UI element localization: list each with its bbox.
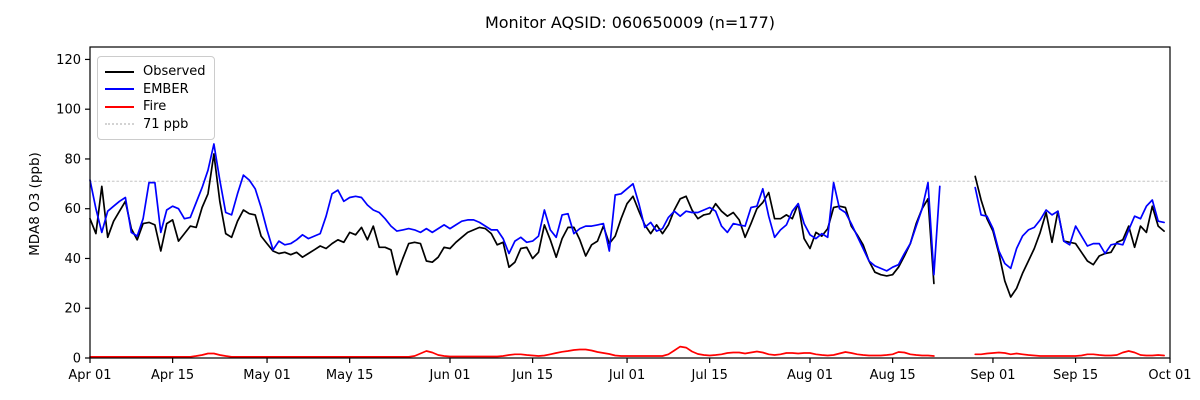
y-tick-label: 0 (73, 352, 81, 367)
legend-line-icon (105, 70, 134, 73)
legend-item-fire: Fire (105, 98, 206, 116)
y-tick-label: 20 (64, 302, 81, 317)
x-tick-label: Aug 15 (870, 368, 916, 383)
y-tick-label: 120 (56, 53, 81, 68)
fire-line (974, 350, 1165, 357)
x-tick-label: Sep 01 (970, 368, 1015, 383)
legend-line-icon (105, 105, 134, 108)
observed-line (974, 175, 1165, 298)
legend-item-71-ppb: 71 ppb (105, 116, 206, 134)
legend-label: Fire (143, 99, 167, 115)
x-tick-label: Jun 01 (429, 368, 471, 383)
plot-frame (89, 46, 1171, 359)
legend-item-observed: Observed (105, 63, 206, 81)
fire-line (89, 345, 935, 358)
y-tick-label: 80 (64, 152, 81, 167)
chart-title: Monitor AQSID: 060650009 (n=177) (484, 13, 776, 32)
x-tick-label: Jul 15 (690, 368, 727, 383)
legend-label: EMBER (143, 81, 189, 97)
x-tick-label: Oct 01 (1148, 368, 1191, 383)
legend-label: 71 ppb (143, 116, 189, 132)
y-tick-label: 100 (56, 103, 81, 118)
legend-label: Observed (143, 64, 206, 80)
legend-item-ember: EMBER (105, 81, 206, 99)
legend-line-icon (105, 88, 134, 91)
ember-line (89, 143, 941, 276)
x-tick-label: May 01 (243, 368, 291, 383)
x-tick-label: May 15 (326, 368, 374, 383)
observed-line (89, 153, 935, 285)
legend-line-icon (105, 123, 134, 126)
x-tick-label: Jun 15 (511, 368, 553, 383)
x-tick-label: Aug 01 (787, 368, 833, 383)
x-tick-label: Apr 15 (151, 368, 194, 383)
y-tick-label: 40 (64, 252, 81, 267)
x-tick-label: Apr 01 (68, 368, 111, 383)
x-tick-label: Jul 01 (608, 368, 645, 383)
x-tick-label: Sep 15 (1053, 368, 1098, 383)
legend: Observed EMBER Fire 71 ppb (97, 56, 215, 140)
ember-line (974, 186, 1165, 270)
y-tick-label: 60 (64, 202, 81, 217)
